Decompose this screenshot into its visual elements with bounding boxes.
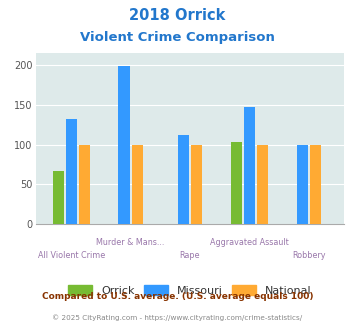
Text: Rape: Rape <box>180 251 200 260</box>
Bar <box>79 145 90 224</box>
Bar <box>131 145 143 224</box>
Text: 2018 Orrick: 2018 Orrick <box>129 8 226 23</box>
Bar <box>231 142 242 224</box>
Text: All Violent Crime: All Violent Crime <box>38 251 105 260</box>
Text: Robbery: Robbery <box>292 251 326 260</box>
Legend: Orrick, Missouri, National: Orrick, Missouri, National <box>65 281 315 299</box>
Text: Compared to U.S. average. (U.S. average equals 100): Compared to U.S. average. (U.S. average … <box>42 292 313 301</box>
Bar <box>191 145 202 224</box>
Bar <box>257 145 268 224</box>
Bar <box>310 145 321 224</box>
Bar <box>53 171 64 224</box>
Text: Violent Crime Comparison: Violent Crime Comparison <box>80 31 275 44</box>
Text: Aggravated Assault: Aggravated Assault <box>210 238 289 247</box>
Text: Murder & Mans...: Murder & Mans... <box>96 238 165 247</box>
Bar <box>297 146 308 224</box>
Bar <box>119 66 130 224</box>
Text: © 2025 CityRating.com - https://www.cityrating.com/crime-statistics/: © 2025 CityRating.com - https://www.city… <box>53 314 302 321</box>
Bar <box>66 119 77 224</box>
Bar <box>178 135 189 224</box>
Bar <box>244 107 255 224</box>
